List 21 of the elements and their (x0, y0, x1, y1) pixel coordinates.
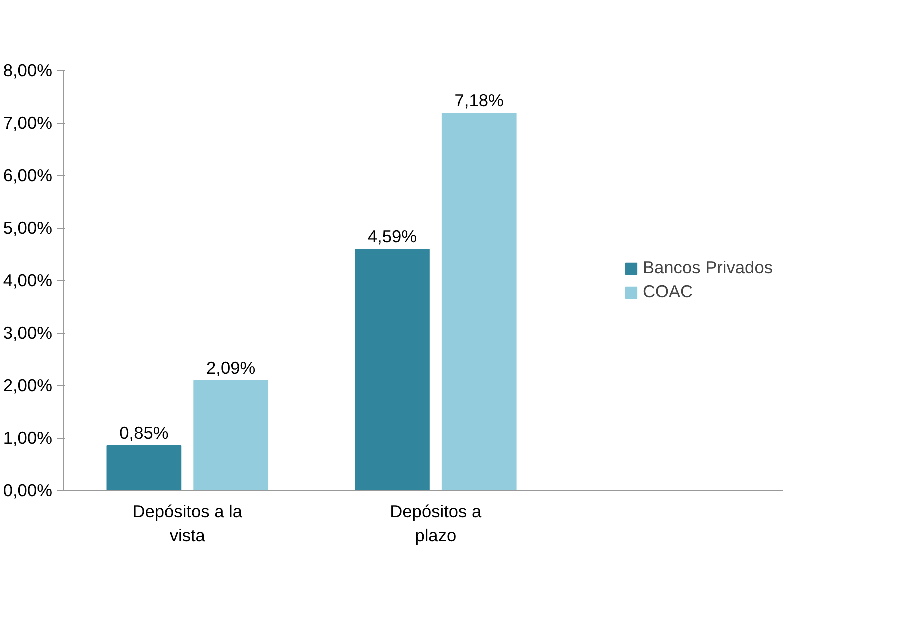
y-tick-label: 7,00% (3, 113, 53, 133)
data-label: 0,85% (120, 422, 169, 443)
data-label: 4,59% (368, 226, 418, 247)
bar (106, 445, 182, 490)
data-label: 7,18% (454, 90, 504, 111)
x-tick-label: Depósitos a la vista (132, 502, 243, 546)
y-tick-label: 5,00% (3, 218, 53, 238)
y-tick-label: 8,00% (3, 60, 53, 80)
y-tick-label: 6,00% (3, 166, 53, 186)
legend-label: Bancos Privados (642, 258, 773, 278)
y-tick-label: 3,00% (3, 323, 53, 343)
data-label: 2,09% (206, 358, 256, 378)
y-tick-label: 4,00% (3, 270, 53, 290)
legend-label: COAC (642, 282, 694, 302)
bar (355, 249, 430, 490)
y-tick-label: 0,00% (3, 480, 53, 500)
x-tick-label: Depósitos a plazo (390, 502, 482, 546)
bar (194, 380, 269, 490)
y-tick-label: 1,00% (3, 428, 53, 448)
bar (442, 113, 517, 490)
y-tick-label: 2,00% (3, 376, 53, 396)
